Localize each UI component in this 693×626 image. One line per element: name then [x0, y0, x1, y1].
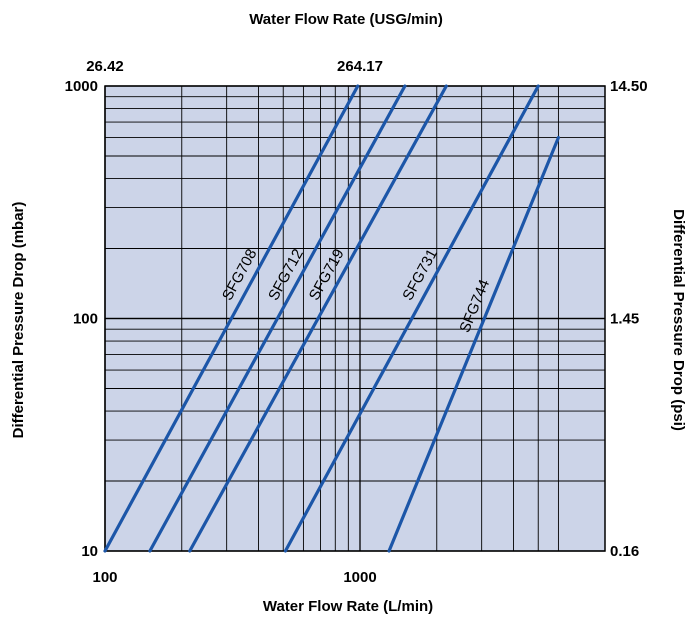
x-tick-label: 1000	[343, 569, 376, 586]
x2-tick-label: 264.17	[337, 58, 383, 75]
tick-labels: 100 1000 26.42 264.17 10 100 1000 0.16 1.45 14.50	[65, 58, 648, 586]
y-tick-label: 1000	[65, 78, 98, 95]
series-line-sfg744	[387, 135, 561, 553]
series-line-sfg708	[103, 84, 360, 553]
y-tick-label: 10	[81, 543, 98, 560]
y2-axis-title: Differential Pressure Drop (psi)	[670, 209, 687, 431]
plot-border	[104, 85, 606, 552]
y2-tick-label: 14.50	[610, 78, 648, 95]
y2-tick-label: 0.16	[610, 543, 639, 560]
x2-axis-title: Water Flow Rate (USG/min)	[249, 11, 443, 28]
y-axis-title: Differential Pressure Drop (mbar)	[10, 202, 27, 439]
series-line-sfg712	[148, 84, 407, 553]
y2-tick-label: 1.45	[610, 311, 639, 328]
grid-lines	[104, 85, 605, 552]
series-line-sfg731	[283, 84, 540, 553]
y-tick-label: 100	[73, 311, 98, 328]
x-axis-title: Water Flow Rate (L/min)	[263, 598, 433, 615]
x2-tick-label: 26.42	[86, 58, 124, 75]
x-tick-label: 100	[92, 569, 117, 586]
series-line-sfg719	[188, 84, 448, 553]
series-lines	[103, 84, 561, 553]
